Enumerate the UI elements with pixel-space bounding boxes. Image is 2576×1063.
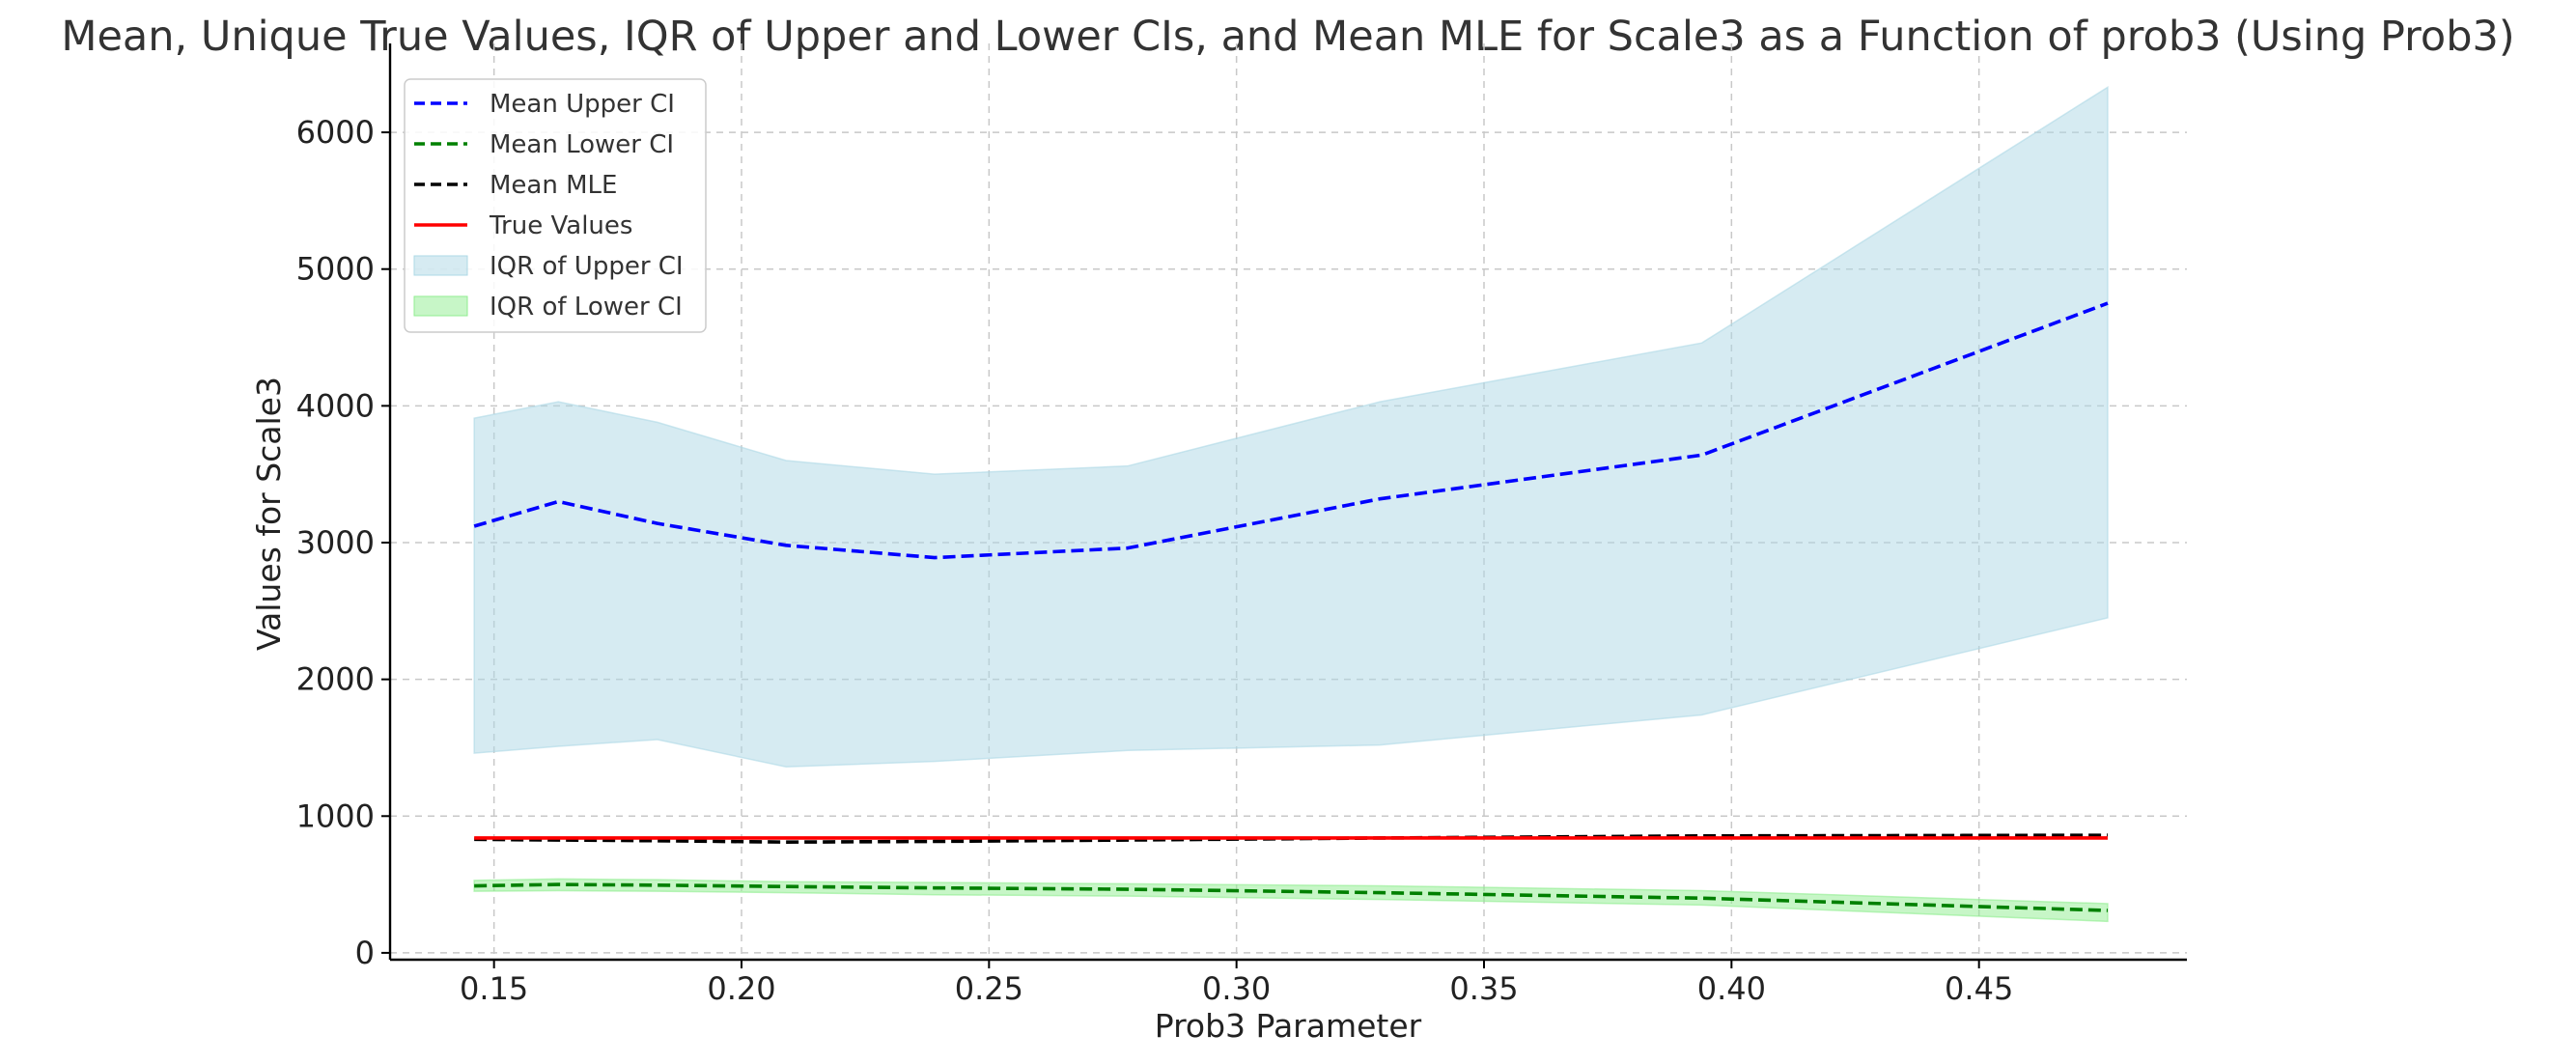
y-tick-label-1: 1000	[296, 797, 375, 834]
x-tick-label-0: 0.15	[460, 970, 528, 1007]
x-tick-layer: 0.15 0.20 0.25 0.30 0.35 0.40 0.45	[460, 960, 2013, 1007]
legend-swatch	[413, 295, 468, 317]
legend-label: IQR of Lower CI	[490, 293, 683, 322]
x-tick-label-2: 0.25	[955, 970, 1023, 1007]
legend-label: Mean MLE	[490, 171, 617, 200]
series-line-mean-upper-ci	[473, 301, 2109, 560]
legend-item-mean-lower-ci: Mean Lower CI	[414, 130, 674, 159]
x-tick-label-3: 0.30	[1202, 970, 1271, 1007]
y-tick-label-4: 4000	[296, 387, 375, 424]
legend-label: Mean Upper CI	[490, 90, 675, 119]
legend-item-iqr-of-lower-ci: IQR of Lower CI	[413, 293, 683, 322]
y-tick-label-2: 2000	[296, 661, 375, 698]
legend-label: Mean Lower CI	[490, 130, 674, 159]
y-tick-layer: 0 1000 2000 3000 4000 5000 6000	[296, 114, 390, 971]
legend-frame	[404, 78, 707, 333]
legend-item-true-values: True Values	[414, 211, 632, 240]
band-iqr-of-lower-ci	[473, 878, 2109, 923]
x-tick-label-6: 0.45	[1945, 970, 2013, 1007]
legend-item-mean-upper-ci: Mean Upper CI	[414, 90, 675, 119]
x-tick-label-5: 0.40	[1697, 970, 1766, 1007]
y-tick-label-3: 3000	[296, 524, 375, 561]
x-axis-label: Prob3 Parameter	[1155, 1007, 1422, 1045]
y-tick-label-5: 5000	[296, 251, 375, 288]
x-tick-label-1: 0.20	[707, 970, 775, 1007]
legend: Mean Upper CI Mean Lower CI Mean MLE True V…	[404, 78, 707, 333]
line-layer	[473, 301, 2109, 912]
band-iqr-of-upper-ci	[473, 85, 2109, 769]
series-line-mean-lower-ci	[474, 882, 2109, 912]
legend-item-mean-mle: Mean MLE	[414, 171, 617, 200]
legend-swatch	[413, 255, 468, 276]
legend-label: IQR of Upper CI	[490, 252, 684, 281]
x-tick-label-4: 0.35	[1449, 970, 1518, 1007]
band-layer	[473, 85, 2109, 923]
legend-label: True Values	[489, 211, 632, 240]
legend-item-iqr-of-upper-ci: IQR of Upper CI	[413, 252, 684, 281]
chart-title: Mean, Unique True Values, IQR of Upper a…	[61, 13, 2514, 61]
y-tick-label-6: 6000	[296, 114, 375, 151]
y-axis-label: Values for Scale3	[250, 377, 288, 651]
y-tick-label-0: 0	[355, 935, 375, 971]
legend-items: Mean Upper CI Mean Lower CI Mean MLE True V…	[413, 90, 684, 322]
